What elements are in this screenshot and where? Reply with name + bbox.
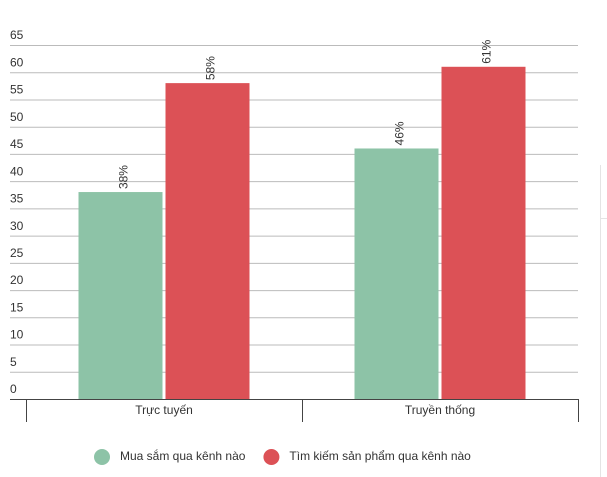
y-tick-label: 10 bbox=[10, 328, 24, 342]
y-tick-label: 55 bbox=[10, 83, 24, 97]
value-label: 46% bbox=[393, 121, 407, 145]
y-tick-label: 0 bbox=[10, 382, 17, 396]
y-tick-label: 50 bbox=[10, 110, 24, 124]
bar bbox=[78, 192, 163, 399]
value-label: 61% bbox=[480, 39, 494, 63]
bar bbox=[165, 83, 250, 399]
value-label: 58% bbox=[204, 56, 218, 80]
y-tick-label: 5 bbox=[10, 355, 17, 369]
y-tick-label: 20 bbox=[10, 273, 24, 287]
y-tick-label: 65 bbox=[10, 28, 24, 42]
y-tick-label: 35 bbox=[10, 192, 24, 206]
y-tick-label: 45 bbox=[10, 137, 24, 151]
y-tick-label: 40 bbox=[10, 164, 24, 178]
y-tick-label: 25 bbox=[10, 246, 24, 260]
legend-marker bbox=[94, 449, 110, 465]
y-tick-label: 60 bbox=[10, 55, 24, 69]
y-tick-label: 30 bbox=[10, 219, 24, 233]
y-tick-label: 15 bbox=[10, 300, 24, 314]
bar bbox=[354, 148, 439, 399]
value-label: 38% bbox=[117, 165, 131, 189]
bar bbox=[441, 66, 526, 400]
legend-label: Mua sắm qua kênh nào bbox=[120, 448, 246, 463]
x-tick-label: Truyền thống bbox=[405, 403, 475, 417]
legend-label: Tìm kiếm sản phẩm qua kênh nào bbox=[289, 449, 471, 463]
legend-marker bbox=[263, 449, 280, 465]
x-tick-label: Trực tuyến bbox=[135, 403, 193, 417]
